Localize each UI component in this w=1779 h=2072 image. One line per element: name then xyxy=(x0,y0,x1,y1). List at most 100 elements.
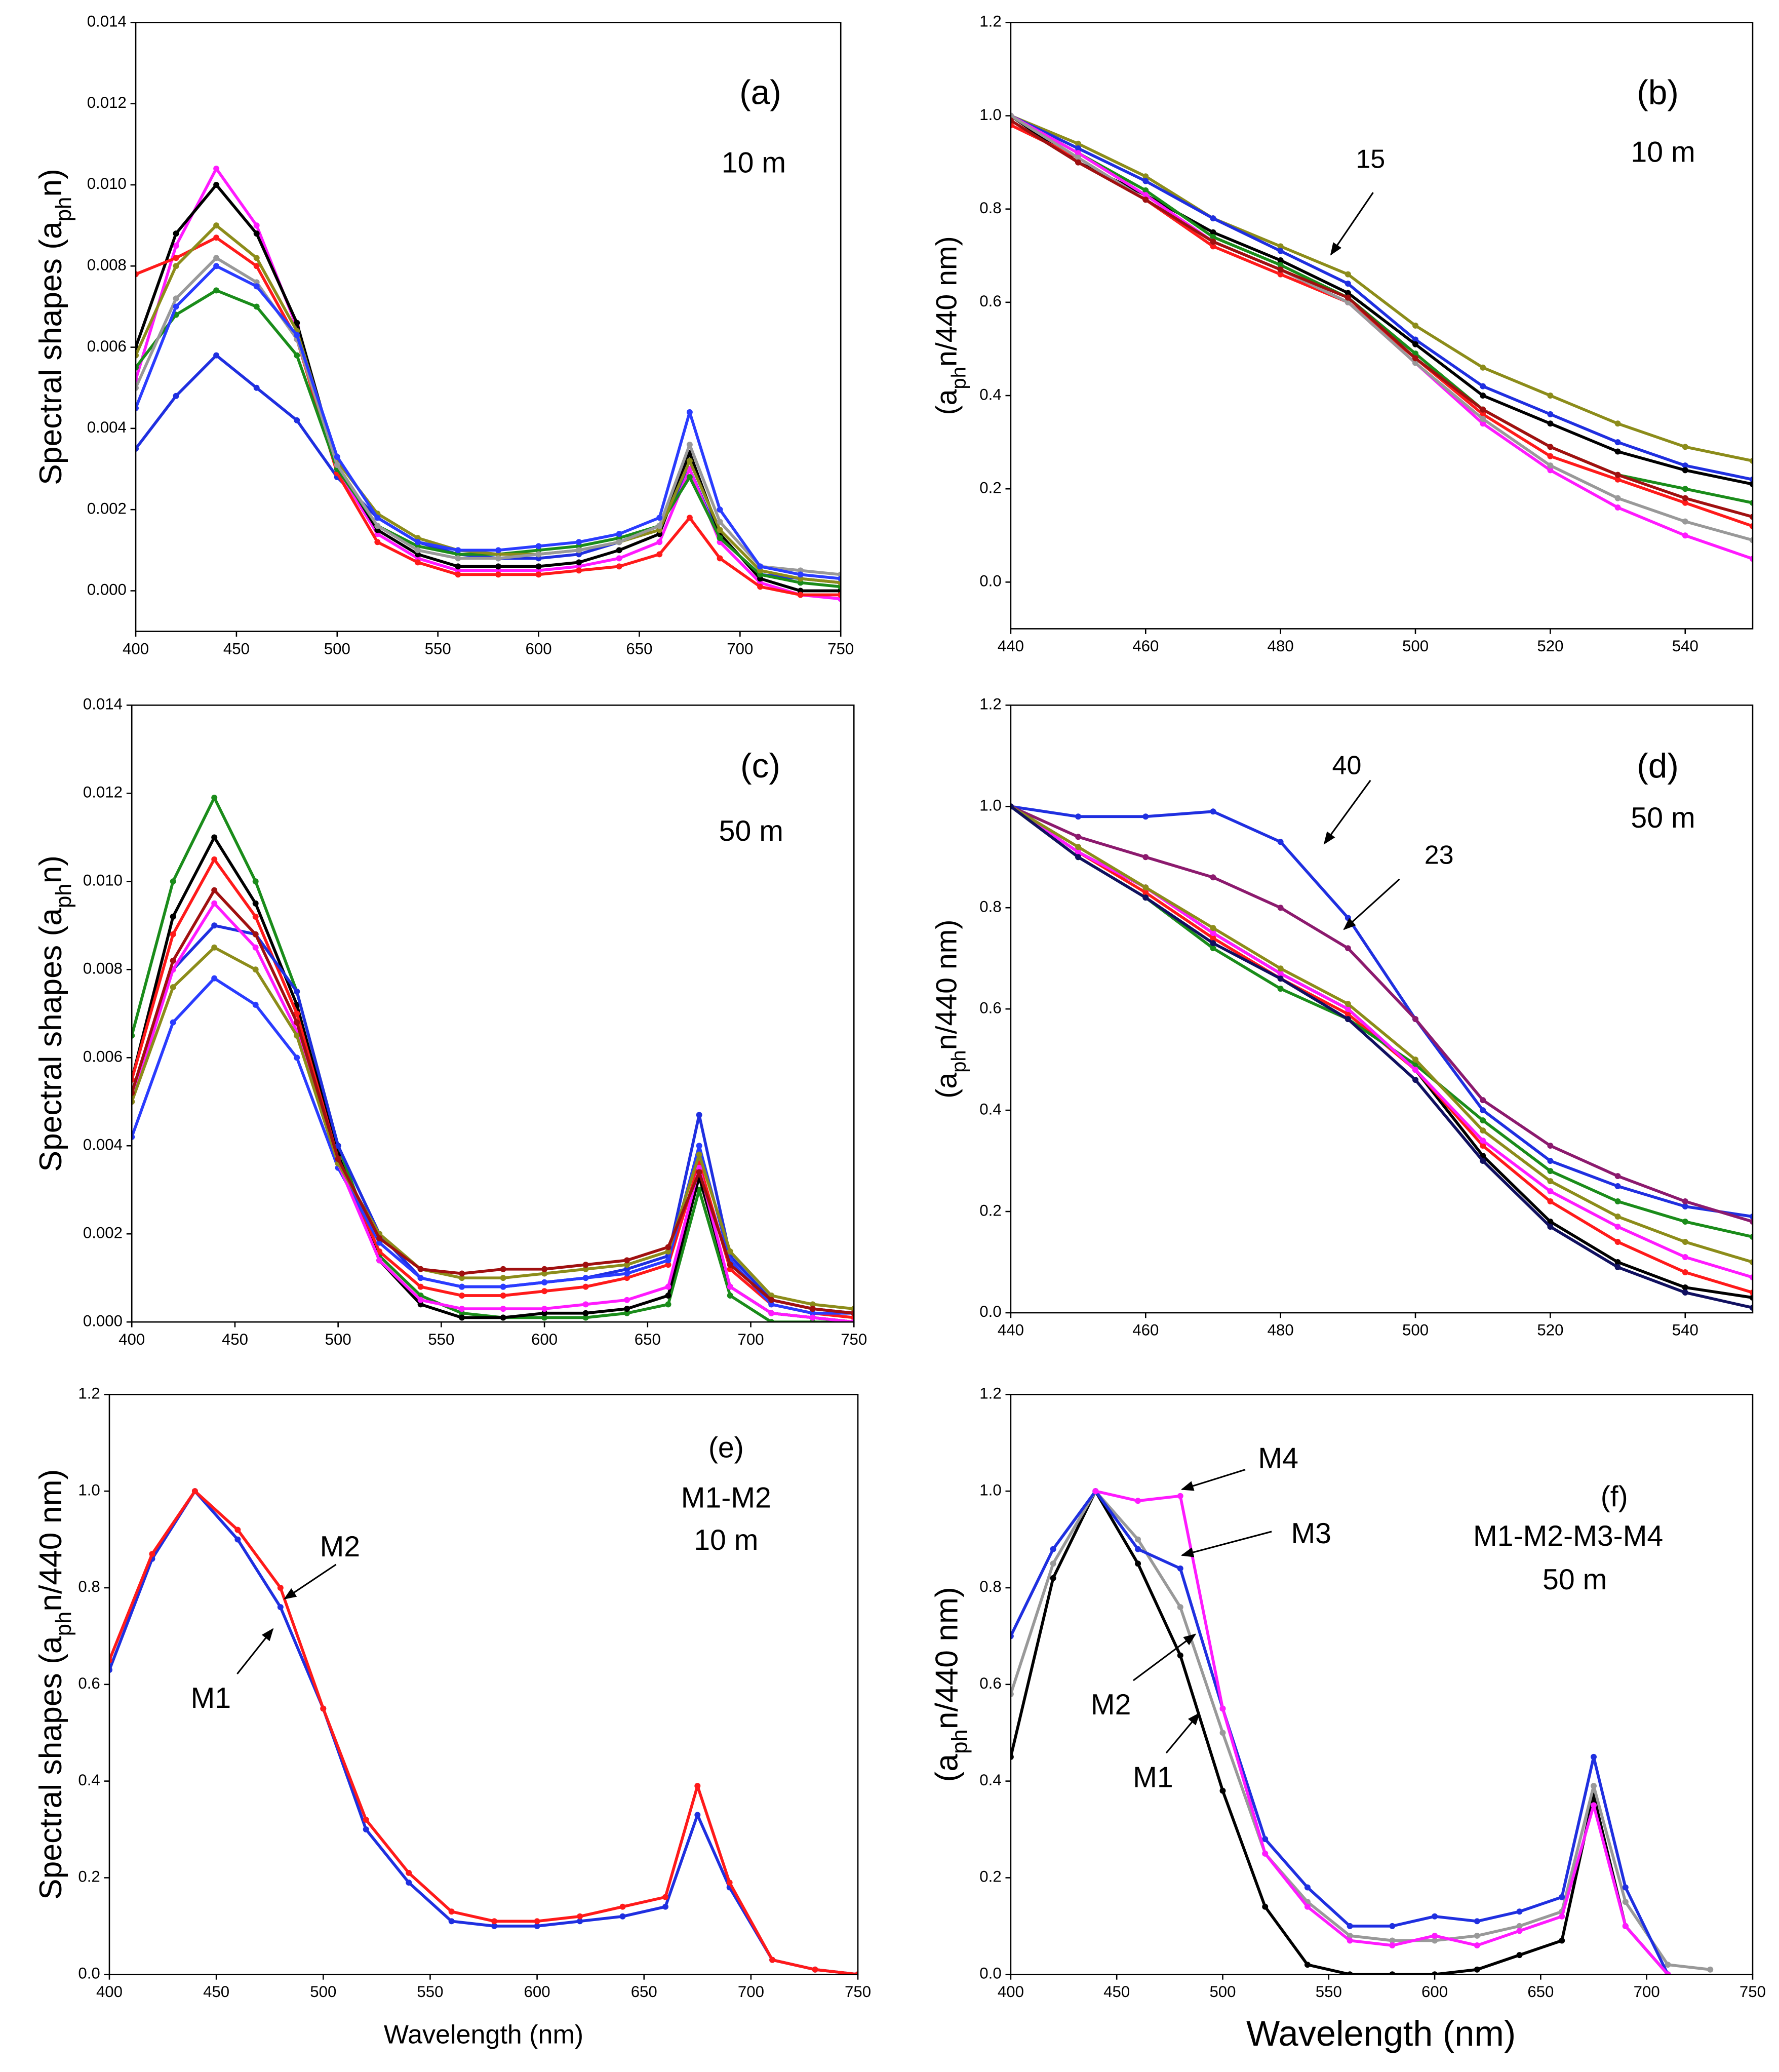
arrow xyxy=(284,1563,337,1600)
data-point xyxy=(1614,1259,1621,1265)
y-tick-label: 0.8 xyxy=(979,897,1001,915)
data-point xyxy=(173,243,179,249)
data-point xyxy=(1277,965,1284,972)
data-point xyxy=(1480,364,1486,371)
y-axis-label-part: ph xyxy=(51,197,76,222)
series-label: M3 xyxy=(1291,1517,1331,1550)
data-point xyxy=(1177,1565,1183,1572)
data-point xyxy=(211,887,218,893)
data-point xyxy=(541,1270,548,1277)
y-tick-label: 1.2 xyxy=(979,695,1001,713)
data-point xyxy=(1075,844,1082,850)
data-point xyxy=(1749,537,1753,543)
annotation: 50 m xyxy=(719,815,783,847)
data-point xyxy=(417,1297,424,1303)
y-tick-label: 0.4 xyxy=(979,385,1001,403)
y-tick-label: 0.4 xyxy=(78,1771,100,1789)
plot-frame xyxy=(1010,1394,1754,1975)
data-point xyxy=(376,1248,383,1255)
data-point xyxy=(656,539,663,545)
data-point xyxy=(1432,1971,1438,1975)
data-point xyxy=(1092,1488,1099,1495)
annotation: (b) xyxy=(1637,73,1679,111)
data-point xyxy=(294,1019,300,1026)
data-point xyxy=(448,1918,455,1925)
data-point xyxy=(1614,1183,1621,1190)
data-point xyxy=(500,1314,506,1321)
y-tick-label: 0.006 xyxy=(87,337,127,355)
data-point xyxy=(1474,1942,1480,1949)
data-point xyxy=(1412,336,1419,343)
data-point xyxy=(173,255,179,261)
data-point xyxy=(414,539,421,545)
data-point xyxy=(374,539,381,545)
data-point xyxy=(495,563,501,570)
data-point xyxy=(1474,1966,1480,1973)
data-point xyxy=(1614,1214,1621,1220)
x-tick-label: 500 xyxy=(324,640,350,657)
data-point xyxy=(1547,1158,1554,1164)
data-point xyxy=(1135,1498,1141,1504)
y-tick-label: 0.2 xyxy=(979,479,1001,496)
y-axis-label: (aphn/440 nm) xyxy=(931,236,970,415)
y-axis-label-part: ph xyxy=(51,883,76,908)
data-point xyxy=(1749,1214,1753,1220)
plot-area xyxy=(1010,803,1753,1311)
data-point xyxy=(1480,383,1486,389)
data-point xyxy=(211,795,218,801)
data-point xyxy=(136,384,139,391)
x-tick-label: 750 xyxy=(841,1331,867,1348)
data-point xyxy=(459,1283,465,1290)
data-point xyxy=(294,417,300,423)
y-tick-label: 0.6 xyxy=(78,1674,100,1692)
data-point xyxy=(1682,499,1688,506)
data-point xyxy=(1516,1952,1523,1959)
arrow xyxy=(236,1628,274,1674)
x-tick-label: 650 xyxy=(635,1331,661,1348)
y-axis-label: Spectral shapes (aphn/440 nm) xyxy=(33,1469,76,1900)
data-point xyxy=(1682,444,1688,450)
data-point xyxy=(1142,884,1149,891)
annotation: 10 m xyxy=(694,1524,758,1556)
x-tick-label: 500 xyxy=(325,1331,351,1348)
data-point xyxy=(500,1306,506,1312)
data-point xyxy=(320,1705,327,1712)
x-axis-label: Wavelength (nm) xyxy=(1246,2013,1516,2053)
data-point xyxy=(455,555,461,562)
data-point xyxy=(1412,1077,1419,1083)
x-tick-label: 440 xyxy=(998,1321,1024,1339)
data-point xyxy=(694,1783,701,1789)
data-point xyxy=(294,988,300,995)
data-point xyxy=(213,287,220,294)
data-point xyxy=(1547,1219,1554,1225)
annotation: (e) xyxy=(708,1432,744,1464)
data-point xyxy=(1304,1884,1311,1891)
data-point xyxy=(1412,1057,1419,1063)
data-point xyxy=(1665,1962,1671,1968)
y-tick-label: 0.0 xyxy=(78,1965,100,1982)
y-tick-label: 0.010 xyxy=(87,175,127,192)
data-point xyxy=(686,515,693,521)
data-point xyxy=(500,1293,506,1299)
data-point xyxy=(624,1270,630,1277)
data-point xyxy=(1682,1289,1688,1296)
data-point xyxy=(534,1923,540,1929)
data-point xyxy=(1480,1117,1486,1124)
data-point xyxy=(495,571,501,578)
data-point xyxy=(757,583,764,590)
x-tick-label: 400 xyxy=(96,1983,123,2001)
data-point xyxy=(170,957,176,964)
data-point xyxy=(624,1310,630,1316)
data-point xyxy=(1547,453,1554,459)
data-point xyxy=(132,1032,135,1039)
y-tick-label: 0.6 xyxy=(979,999,1001,1017)
data-point xyxy=(459,1314,465,1321)
series-label: M1 xyxy=(191,1682,231,1714)
data-point xyxy=(577,1918,583,1925)
data-point xyxy=(662,1894,668,1900)
data-point xyxy=(1210,930,1216,936)
data-point xyxy=(1210,935,1216,942)
data-point xyxy=(576,567,582,574)
x-tick-label: 500 xyxy=(1209,1983,1236,2001)
data-point xyxy=(665,1257,671,1264)
